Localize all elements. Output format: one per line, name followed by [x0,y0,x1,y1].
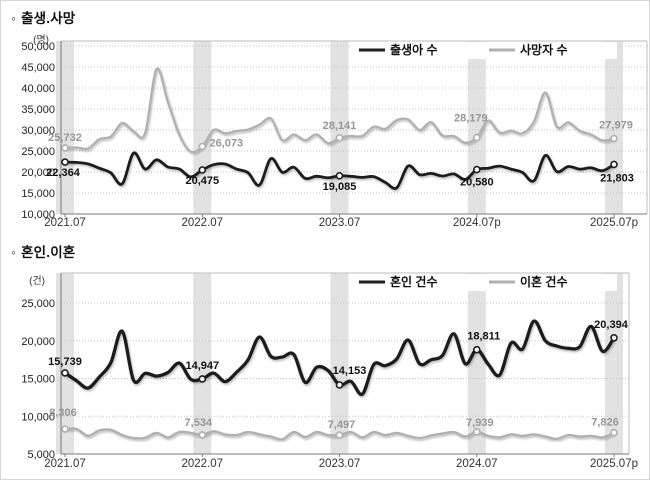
y-axis-tick-label: 10,000 [21,209,55,221]
data-point-marker [198,166,207,174]
data-point-marker [335,134,344,142]
data-point-label: 8,306 [49,407,77,419]
data-point-marker [198,431,207,439]
x-axis-tick-label: 2022.07 [182,458,224,470]
july-highlight-band [467,41,486,214]
data-point-label: 25,732 [48,132,82,144]
data-point-label: 28,179 [454,113,488,125]
x-axis-tick-label: 2023.07 [319,458,361,470]
section-title-marriage-divorce: ◦ 혼인.이혼 [11,241,75,261]
data-point-label: 28,141 [323,120,357,132]
y-axis-tick-label: 40,000 [21,83,55,95]
data-point-label: 7,534 [185,417,213,429]
data-point-label: 7,939 [466,417,494,429]
y-axis-tick-label: 5,000 [27,449,55,461]
data-point-marker [610,428,618,437]
y-axis-tick-label: 25,000 [21,298,55,310]
births-deaths-line-chart: 10,000 15,000 20,000 25,000 30,000 35,000 40,0… [21,34,648,229]
section-title-births-deaths: ◦ 출생.사망 [11,7,75,27]
section-title-text: 출생.사망 [21,11,76,26]
data-point-marker [61,144,69,152]
july-highlight-band [605,41,623,214]
data-point-label: 27,979 [599,120,633,132]
data-point-marker [335,431,344,439]
section-title-text: 혼인.이혼 [21,245,76,260]
y-axis-tick-label: 45,000 [21,62,55,74]
data-point-label: 18,811 [467,331,500,343]
data-point-label: 7,826 [591,417,619,429]
legend-background [351,274,617,291]
july-highlight-band [193,41,212,214]
y-axis-tick-label: 20,000 [21,336,55,348]
data-point-label: 21,803 [600,172,634,184]
y-axis-tick-label: 25,000 [21,146,55,158]
data-point-marker [610,134,618,143]
legend-label: 혼인 건수 [390,274,438,289]
data-point-marker [472,428,481,436]
legend-label: 출생아 수 [390,42,438,57]
data-point-marker [335,172,344,180]
data-point-label: 20,394 [594,319,629,331]
data-point-label: 14,947 [185,360,219,372]
data-point-marker [198,375,207,383]
data-point-marker [610,160,618,169]
x-axis-tick-label: 2025.07p [590,217,638,229]
legend-label: 이혼 건수 [520,274,568,289]
data-point-label: 19,085 [323,181,357,193]
y-axis-tick-label: 20,000 [21,167,55,179]
data-point-label: 15,739 [48,356,82,368]
x-axis-tick-label: 2023.07 [319,217,361,229]
x-axis-tick-label: 2024.07 [456,458,498,470]
data-point-marker [61,425,69,433]
y-axis-tick-label: 15,000 [21,188,55,200]
data-point-marker [61,369,69,377]
y-axis-unit-label: (건) [29,275,45,287]
data-point-marker [61,158,69,166]
data-point-label: 7,497 [328,419,356,431]
x-axis-tick-label: 2025.07p [590,458,638,470]
y-axis-tick-label: 10,000 [21,411,55,423]
y-axis-tick-label: 50,000 [21,41,55,53]
legend-label: 사망자 수 [520,42,568,57]
july-highlight-band [193,273,212,454]
data-point-marker [472,345,481,354]
x-axis-tick-label: 2021.07 [44,217,86,229]
y-axis-tick-label: 30,000 [21,125,55,137]
data-point-marker [472,165,481,174]
section-bullet-icon: ◦ [11,11,16,26]
july-highlight-band [467,273,486,454]
july-highlight-band [330,273,349,454]
x-axis-tick-label: 2021.07 [44,458,86,470]
data-point-marker [198,142,207,151]
data-point-marker [610,334,618,342]
y-axis-unit-label: (명) [33,34,49,46]
data-point-marker [472,133,481,142]
data-point-label: 26,073 [209,138,243,150]
legend-background [351,42,617,59]
y-axis-tick-label: 15,000 [21,374,55,386]
section-bullet-icon: ◦ [11,245,16,260]
data-point-label: 20,475 [185,175,219,187]
x-axis-tick-label: 2022.07 [182,217,224,229]
data-point-marker [335,381,344,389]
data-point-label: 20,580 [460,177,494,189]
marriage-divorce-line-chart: 5,000 10,000 15,000 20,000 25,000 (건) 2021.07 2… [21,272,638,470]
y-axis-tick-label: 35,000 [21,104,55,116]
x-axis-tick-label: 2024.07p [453,217,501,229]
data-point-label: 22,364 [46,167,81,179]
july-highlight-band [605,273,623,454]
data-point-label: 14,153 [333,365,367,377]
july-highlight-band [330,41,349,214]
